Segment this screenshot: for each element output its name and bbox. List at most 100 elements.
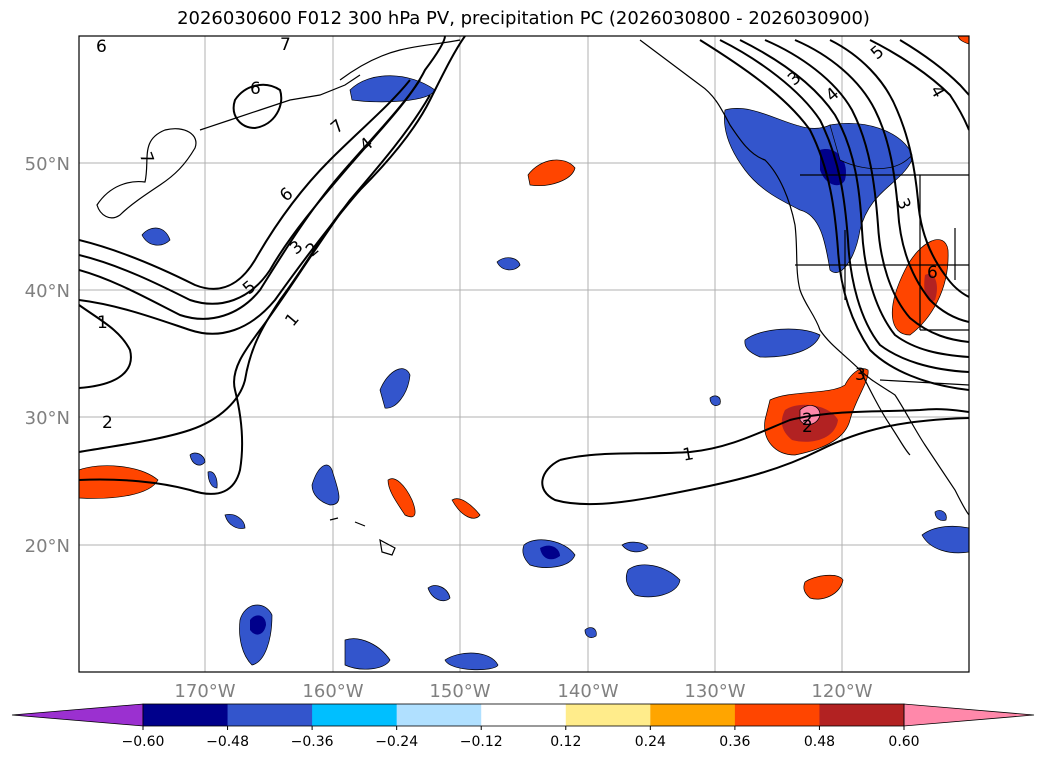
precip-blob-south2 — [625, 564, 681, 598]
lon-label-140w: 140°W — [557, 681, 618, 702]
colorbar: −0.60 −0.48 −0.36 −0.24 −0.12 0.12 0.24 0.36 0.4… — [11, 703, 1035, 750]
contour-ne-1 — [869, 39, 969, 131]
colorbar-tick-label: 0.12 — [550, 734, 581, 750]
map-frame — [78, 35, 970, 673]
precip-blob-small8 — [934, 510, 947, 521]
colorbar-tick-label: −0.12 — [460, 734, 503, 750]
contour-label: 6 — [96, 37, 107, 57]
chart-title: 2026030600 F012 300 hPa PV, precipitatio… — [177, 8, 870, 29]
precip-blob-south3-core — [250, 615, 266, 635]
precip-blob-ca-coast — [744, 328, 821, 358]
contour-label: 3 — [855, 365, 866, 385]
contour-arc-4 — [79, 189, 361, 335]
colorbar-segment — [565, 704, 651, 726]
contour-label: 1 — [681, 444, 695, 466]
contour-label: 6 — [250, 79, 261, 99]
pv-contours — [79, 36, 969, 506]
precip-blob-small2 — [207, 471, 218, 489]
precip-blob-small1 — [189, 452, 206, 466]
contour-eastpac-1b — [541, 417, 969, 506]
contour-label: 2 — [802, 410, 813, 430]
colorbar-tick-label: 0.36 — [719, 734, 750, 750]
border-mexico — [879, 379, 969, 386]
coast-bering-island — [96, 128, 197, 219]
precip-blob-small7 — [709, 395, 721, 406]
precip-blob-small3 — [427, 585, 451, 602]
contour-ridge-5 — [829, 39, 969, 298]
lon-label-170w: 170°W — [174, 681, 235, 702]
lat-label-50n: 50°N — [25, 154, 70, 175]
precip-blob-hawaii-red2 — [451, 498, 481, 519]
colorbar-segment — [734, 704, 820, 726]
coast-aleutians — [199, 74, 361, 131]
contour-arc-2 — [79, 79, 421, 320]
precip-blob-ne-corner — [957, 36, 969, 45]
precip-blob-south5 — [444, 652, 499, 671]
colorbar-tick-label: −0.24 — [375, 734, 418, 750]
colorbar-segment — [143, 704, 229, 726]
precip-blob-se — [921, 525, 969, 554]
contour-west-1 — [79, 304, 132, 389]
contour-ne-2 — [899, 39, 969, 96]
precip-blob-ne-pac — [527, 159, 576, 186]
lat-labels: 50°N 40°N 30°N 20°N — [25, 154, 70, 557]
lon-labels: 170°W 160°W 150°W 140°W 130°W 120°W — [174, 681, 872, 702]
colorbar-frame — [142, 703, 905, 727]
lat-label-20n: 20°N — [25, 536, 70, 557]
colorbar-segment — [312, 704, 398, 726]
precip-blob-south1-core — [540, 545, 560, 560]
colorbar-tick-label: 0.60 — [888, 734, 919, 750]
colorbar-tick-label: −0.60 — [122, 734, 165, 750]
contour-ridge-3 — [764, 39, 969, 343]
colorbar-segment — [819, 704, 905, 726]
contour-ridge-4 — [794, 39, 969, 323]
lat-label-40n: 40°N — [25, 281, 70, 302]
coast-hawaii — [329, 517, 396, 556]
precip-blob-bering — [141, 227, 171, 246]
contour-ridge-1 — [719, 39, 969, 373]
colorbar-extend-low — [11, 703, 144, 727]
contour-ridge-inner — [699, 39, 969, 391]
colorbar-segment — [481, 704, 567, 726]
colorbar-tick-label: −0.48 — [206, 734, 249, 750]
colorbar-segment — [227, 704, 313, 726]
contour-label: 2 — [102, 413, 113, 433]
precip-blob-hawaii-red1 — [387, 478, 416, 518]
colorbar-tick-label: 0.48 — [804, 734, 835, 750]
precip-blob-midpac — [496, 257, 521, 271]
precip-blob-sw-red — [803, 574, 844, 600]
precip-blob-west-red — [79, 465, 159, 499]
colorbar-tick-label: −0.36 — [291, 734, 334, 750]
precip-blob-small5 — [584, 627, 597, 638]
contour-label: 2 — [802, 417, 813, 437]
lon-label-160w: 160°W — [302, 681, 363, 702]
precip-blob-hawaii-n — [379, 368, 411, 409]
contour-eastpac-1 — [559, 408, 969, 461]
colorbar-segment — [650, 704, 736, 726]
precip-blob-hawaii-w — [311, 464, 340, 506]
precip-blob-great-basin-core — [924, 274, 937, 302]
contour-west-2 — [79, 36, 466, 453]
contour-arc-3 — [79, 79, 411, 290]
lon-label-150w: 150°W — [429, 681, 490, 702]
contour-west-3 — [79, 94, 431, 495]
colorbar-segments — [11, 703, 1035, 727]
colorbar-segment — [396, 704, 482, 726]
contour-label: 1 — [97, 313, 108, 333]
coast-alaska-south — [339, 39, 461, 81]
contour-label: 7 — [280, 35, 291, 55]
colorbar-ticks: −0.60 −0.48 −0.36 −0.24 −0.12 0.12 0.24 0.36 0.4… — [122, 726, 920, 750]
coast-north-america — [639, 39, 969, 516]
lon-label-120w: 120°W — [811, 681, 872, 702]
precip-blob-small6 — [224, 514, 246, 529]
contour-arc-1 — [79, 36, 446, 305]
colorbar-tick-label: 0.24 — [635, 734, 666, 750]
coastlines — [96, 39, 969, 556]
lon-label-130w: 130°W — [684, 681, 745, 702]
contour-label: 6 — [927, 263, 938, 283]
precip-blob-south4 — [344, 638, 391, 670]
precip-blob-small4 — [621, 541, 649, 553]
contour-low-6 — [232, 83, 283, 130]
lat-label-30n: 30°N — [25, 408, 70, 429]
